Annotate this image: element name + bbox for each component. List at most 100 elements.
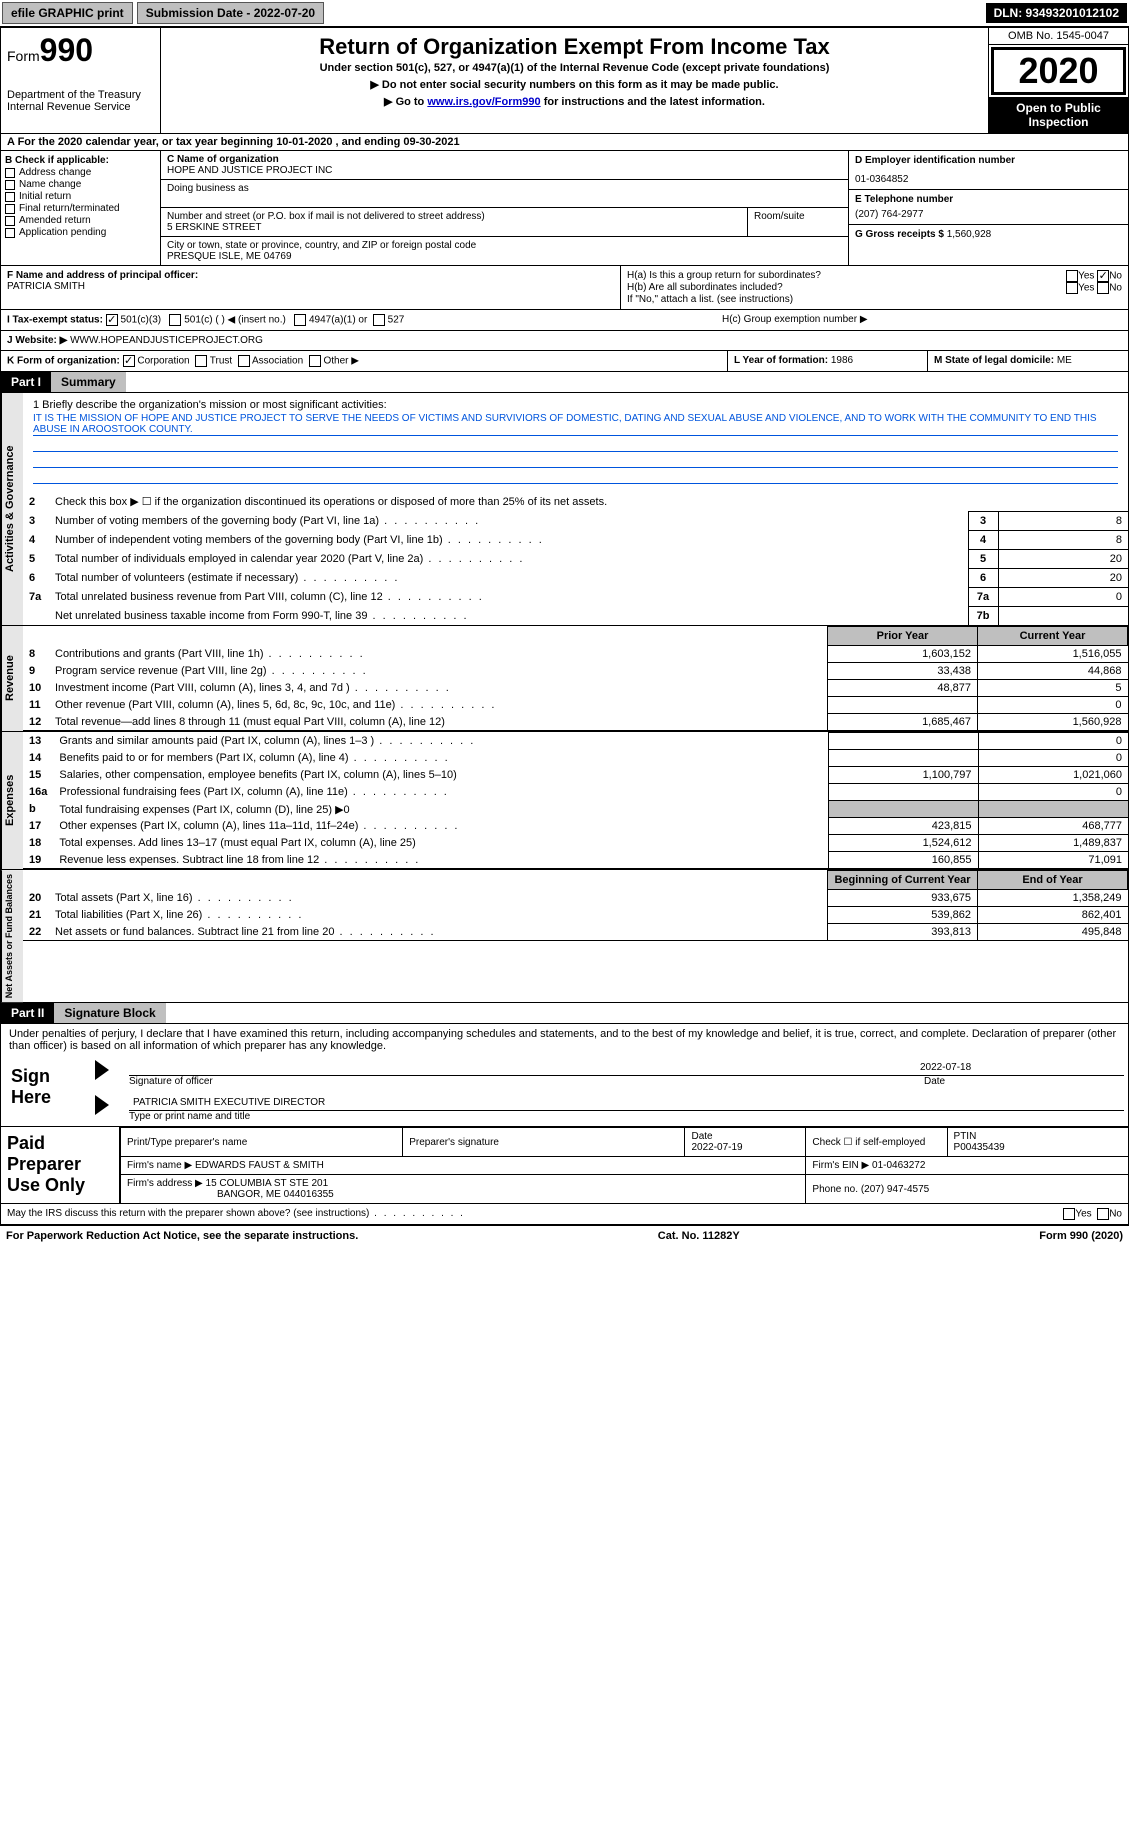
irs-link[interactable]: www.irs.gov/Form990: [427, 96, 540, 108]
firm-phone-lbl: Phone no.: [812, 1184, 858, 1195]
top-toolbar: efile GRAPHIC print Submission Date - 20…: [0, 0, 1129, 27]
firm-ein-lbl: Firm's EIN ▶: [812, 1160, 869, 1171]
open-to-public: Open to Public Inspection: [989, 97, 1128, 133]
phone-label: E Telephone number: [855, 194, 1122, 205]
dept-treasury: Department of the Treasury Internal Reve…: [7, 89, 154, 113]
chk-initial-return[interactable]: [5, 192, 15, 202]
addr-label: Number and street (or P.O. box if mail i…: [167, 211, 741, 222]
hdr-eoy: End of Year: [978, 871, 1128, 890]
chk-4947[interactable]: [294, 314, 306, 326]
opt-527: 527: [388, 315, 405, 326]
gross-receipts-value: 1,560,928: [947, 229, 992, 240]
ha-yes[interactable]: [1066, 270, 1078, 282]
opt-corp: Corporation: [137, 356, 189, 367]
ha-no[interactable]: [1097, 270, 1109, 282]
phone-value: (207) 764-2977: [855, 209, 1122, 220]
na-21-cy: 862,401: [978, 907, 1128, 924]
mission-line3: [33, 454, 1118, 468]
org-name: HOPE AND JUSTICE PROJECT INC: [167, 165, 842, 176]
form-word: Form: [7, 48, 40, 64]
lbl-final-return: Final return/terminated: [19, 203, 120, 214]
chk-final-return[interactable]: [5, 204, 15, 214]
rev-8-desc: Contributions and grants (Part VIII, lin…: [49, 646, 828, 663]
sig-type-label: Type or print name and title: [129, 1111, 1124, 1122]
sig-date-label: Date: [924, 1076, 1124, 1087]
form-subtitle: Under section 501(c), 527, or 4947(a)(1)…: [167, 62, 982, 74]
signature-block: Under penalties of perjury, I declare th…: [0, 1024, 1129, 1127]
chk-app-pending[interactable]: [5, 228, 15, 238]
rev-11-desc: Other revenue (Part VIII, column (A), li…: [49, 697, 828, 714]
prep-date-hdr: Date: [691, 1131, 799, 1142]
hb-no[interactable]: [1097, 282, 1109, 294]
sig-date-value: 2022-07-18: [920, 1062, 1120, 1073]
exp-14-cy: 0: [978, 750, 1128, 767]
rev-10-cy: 5: [978, 680, 1128, 697]
exp-18-desc: Total expenses. Add lines 13–17 (must eq…: [53, 835, 828, 852]
fh-row: F Name and address of principal officer:…: [0, 266, 1129, 310]
form-header-mid: Return of Organization Exempt From Incom…: [161, 28, 988, 133]
mission-line4: [33, 470, 1118, 484]
firm-addr-lbl: Firm's address ▶: [127, 1178, 203, 1189]
prep-ptin-hdr: PTIN: [954, 1131, 1122, 1142]
row-i: I Tax-exempt status: 501(c)(3) 501(c) ( …: [0, 310, 1129, 331]
gl-4-val: 8: [998, 531, 1128, 550]
vlabel-netassets: Net Assets or Fund Balances: [1, 870, 23, 1002]
rev-10-py: 48,877: [828, 680, 978, 697]
gl-5-val: 20: [998, 550, 1128, 569]
rev-12-desc: Total revenue—add lines 8 through 11 (mu…: [49, 714, 828, 731]
exp-18-n: 18: [23, 835, 53, 852]
officer-name: PATRICIA SMITH: [7, 281, 614, 292]
chk-corp[interactable]: [123, 355, 135, 367]
ha-label: H(a) Is this a group return for subordin…: [627, 270, 821, 282]
arrow-icon: [95, 1060, 109, 1080]
discuss-yes[interactable]: [1063, 1208, 1075, 1220]
opt-4947: 4947(a)(1) or: [309, 315, 367, 326]
box-f: F Name and address of principal officer:…: [1, 266, 621, 309]
opt-trust: Trust: [210, 356, 232, 367]
org-name-label: C Name of organization: [167, 154, 842, 165]
chk-527[interactable]: [373, 314, 385, 326]
chk-501c3[interactable]: [106, 314, 118, 326]
chk-501c[interactable]: [169, 314, 181, 326]
hdr-current-year: Current Year: [978, 627, 1128, 646]
submission-date-pill: Submission Date - 2022-07-20: [137, 2, 324, 24]
na-20-py: 933,675: [828, 890, 978, 907]
opt-assoc: Association: [252, 356, 303, 367]
sig-officer-field[interactable]: [133, 1062, 920, 1073]
exp-15-n: 15: [23, 767, 53, 784]
discuss-no[interactable]: [1097, 1208, 1109, 1220]
chk-name-change[interactable]: [5, 180, 15, 190]
exp-15-cy: 1,021,060: [978, 767, 1128, 784]
chk-trust[interactable]: [195, 355, 207, 367]
mission-question: 1 Briefly describe the organization's mi…: [33, 399, 1118, 411]
na-20-cy: 1,358,249: [978, 890, 1128, 907]
rev-12-n: 12: [23, 714, 49, 731]
box-c: C Name of organization HOPE AND JUSTICE …: [161, 151, 848, 265]
efile-print-button[interactable]: efile GRAPHIC print: [2, 2, 133, 24]
rev-9-n: 9: [23, 663, 49, 680]
officer-label: F Name and address of principal officer:: [7, 270, 614, 281]
hb-yes[interactable]: [1066, 282, 1078, 294]
exp-13-cy: 0: [978, 733, 1128, 750]
domicile-value: ME: [1057, 355, 1072, 366]
governance-table: 2Check this box ▶ ☐ if the organization …: [23, 492, 1128, 625]
city-state-zip: PRESQUE ISLE, ME 04769: [167, 251, 842, 262]
na-21-n: 21: [23, 907, 49, 924]
box-b-label: B Check if applicable:: [5, 155, 156, 166]
exp-17-cy: 468,777: [978, 818, 1128, 835]
exp-14-n: 14: [23, 750, 53, 767]
chk-other[interactable]: [309, 355, 321, 367]
form-990-number: 990: [40, 32, 93, 68]
gl-5-n: 5: [23, 550, 49, 569]
box-h: H(a) Is this a group return for subordin…: [621, 266, 1128, 309]
na-21-desc: Total liabilities (Part X, line 26): [49, 907, 828, 924]
chk-assoc[interactable]: [238, 355, 250, 367]
gl-3-n: 3: [23, 512, 49, 531]
part2-title: Signature Block: [54, 1003, 165, 1023]
chk-address-change[interactable]: [5, 168, 15, 178]
chk-amended[interactable]: [5, 216, 15, 226]
section-expenses: Expenses 13Grants and similar amounts pa…: [0, 732, 1129, 870]
section-netassets: Net Assets or Fund Balances Beginning of…: [0, 870, 1129, 1003]
arrow-icon-2: [95, 1095, 109, 1115]
sig-officer-label: Signature of officer: [129, 1076, 924, 1087]
